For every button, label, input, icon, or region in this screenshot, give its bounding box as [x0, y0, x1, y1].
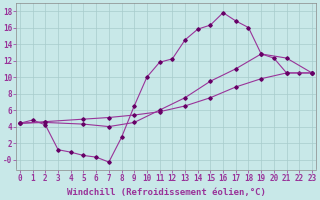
- X-axis label: Windchill (Refroidissement éolien,°C): Windchill (Refroidissement éolien,°C): [67, 188, 265, 197]
